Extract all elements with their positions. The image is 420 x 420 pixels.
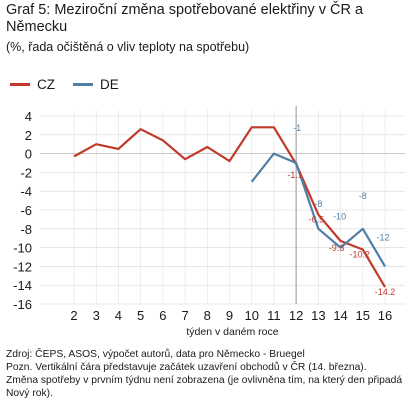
data-label-cz: -14.2 xyxy=(375,287,396,297)
data-label-de: -8 xyxy=(314,199,322,209)
x-axis-label: týden v daném roce xyxy=(186,326,278,338)
y-tick-label: -10 xyxy=(13,241,32,256)
legend: CZ DE xyxy=(10,74,137,94)
data-label-cz: -10.2 xyxy=(350,249,371,259)
x-tick-label: 10 xyxy=(244,308,258,323)
x-tick-label: 8 xyxy=(204,308,211,323)
data-label-cz: -1.1 xyxy=(287,170,303,180)
y-tick-label: -8 xyxy=(20,222,32,237)
line-chart: 420-2-4-6-8-10-12-14-162 3 4 5 6 7 8 9 10 11 12 13 1… xyxy=(13,106,405,338)
legend-label-de: DE xyxy=(100,76,119,92)
data-label-cz: -6.5 xyxy=(309,215,325,225)
x-tick-label: 16 xyxy=(378,308,392,323)
data-label-de: -10 xyxy=(333,212,346,222)
y-tick-label: 0 xyxy=(25,147,32,162)
legend-label-cz: CZ xyxy=(37,76,55,92)
data-label-de: -8 xyxy=(359,191,367,201)
x-tick-label: 4 xyxy=(115,308,122,323)
series-line-de xyxy=(250,152,386,267)
legend-item-cz: CZ xyxy=(10,77,55,92)
x-tick-label: 9 xyxy=(226,308,233,323)
footnotes: Zdroj: ČEPS, ASOS, výpočet autorů, data … xyxy=(6,348,416,400)
y-tick-label: 2 xyxy=(25,128,32,143)
x-tick-label: 5 xyxy=(137,308,144,323)
legend-swatch-cz xyxy=(10,82,30,86)
chart-subtitle: (%, řada očištěná o vliv teploty na spot… xyxy=(6,40,250,54)
chart-title: Graf 5: Meziroční změna spotřebované ele… xyxy=(6,2,364,35)
data-label-de: -1 xyxy=(293,123,301,133)
legend-swatch-de xyxy=(73,82,93,86)
footnote-note-1: Pozn. Vertikální čára představuje začáte… xyxy=(6,362,367,373)
x-tick-label: 2 xyxy=(70,308,77,323)
x-tick-label: 3 xyxy=(93,308,100,323)
y-tick-label: -12 xyxy=(13,259,32,274)
y-tick-label: 4 xyxy=(25,109,32,124)
y-tick-label: -14 xyxy=(13,278,32,293)
y-tick-label: -2 xyxy=(20,165,32,180)
x-tick-label: 12 xyxy=(289,308,303,323)
footnote-source: Zdroj: ČEPS, ASOS, výpočet autorů, data … xyxy=(6,349,305,360)
footnote-note-2: Změna spotřeby v prvním týdnu není zobra… xyxy=(6,375,403,399)
series-line-cz xyxy=(73,126,386,288)
y-tick-label: -16 xyxy=(13,297,32,312)
x-tick-label: 11 xyxy=(267,308,281,323)
x-tick-label: 13 xyxy=(311,308,325,323)
data-label-de: -12 xyxy=(376,232,389,242)
x-tick-label: 7 xyxy=(181,308,188,323)
legend-item-de: DE xyxy=(73,77,119,92)
x-tick-label: 14 xyxy=(333,308,347,323)
data-label-cz: -9.3 xyxy=(329,243,345,253)
y-tick-label: -4 xyxy=(20,184,32,199)
y-tick-label: -6 xyxy=(20,203,32,218)
x-tick-label: 15 xyxy=(356,308,370,323)
x-tick-label: 6 xyxy=(159,308,166,323)
